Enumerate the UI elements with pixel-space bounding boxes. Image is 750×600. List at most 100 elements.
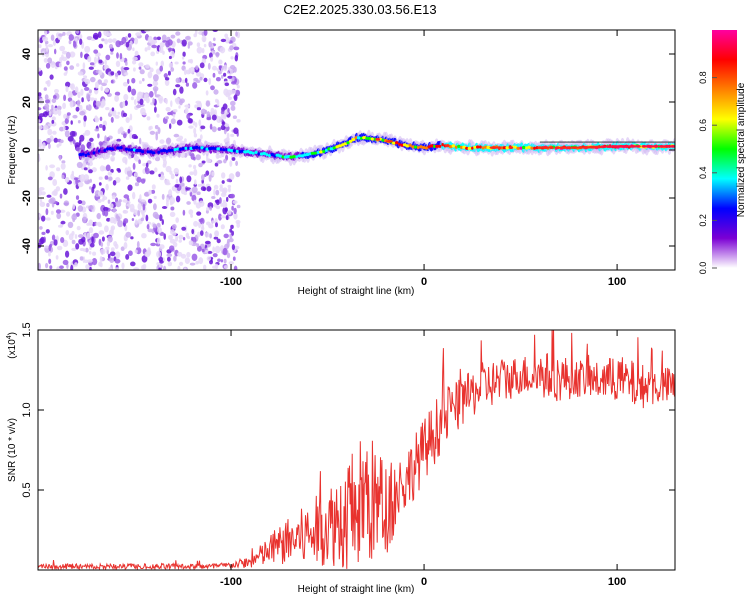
spectrogram-noise-point [116,138,122,142]
spectrogram-noise-point [53,239,58,246]
spectrogram-noise-point [210,107,215,115]
spectrogram-noise-point [206,186,212,192]
spectrogram-noise-point [127,169,133,177]
spectrogram-noise-point [151,39,158,44]
spectrogram-noise-point [157,127,161,135]
spectrogram-noise-point [166,200,169,208]
spectrogram-noise-point [88,89,92,94]
spectrogram-ridge-core [522,145,526,150]
spectrogram-noise-point [46,202,50,208]
spectrogram-noise-point [127,78,130,85]
spectrogram-noise-point [209,123,213,130]
spectrogram-noise-point [223,88,229,96]
spectrogram-noise-point [207,250,213,254]
snr-x-tick-label: 100 [608,576,626,588]
spectrogram-noise-point [223,128,227,135]
spectrogram-ridge-core [516,146,521,150]
spectrogram-noise-point [81,200,86,206]
spectrogram-noise-point [106,248,109,255]
spectrogram-noise-point [156,250,162,258]
spectrogram-noise-point [69,65,75,70]
spectrogram-noise-point [229,67,234,75]
spectrogram-noise-point [67,221,74,229]
spectrogram-noise-point [211,114,217,121]
spectrogram-ridge-peak [537,146,543,150]
spectrogram-ridge-core [222,148,226,152]
spectrogram-noise-point [169,123,172,130]
spectrogram-noise-point [66,60,70,66]
spectrogram-noise-point [148,189,152,196]
spectrogram-noise-point [90,76,96,83]
spectrogram-noise-point [89,266,92,270]
spectrogram-noise-point [236,204,241,209]
spectrogram-noise-point [121,36,127,45]
spectrogram-noise-point [134,182,140,187]
spectrogram-noise-point [80,88,84,96]
spectrogram-noise-point [144,251,151,258]
spectrogram-noise-point [196,243,200,248]
spectrogram-noise-point [193,127,197,135]
spectrogram-noise-point [215,205,221,210]
spectrogram-noise-point [216,154,223,158]
spectrogram-noise-point [169,170,173,175]
spectrogram-noise-point [173,255,177,262]
spectrogram-noise-point [130,261,136,267]
spectrogram-noise-point [198,257,204,265]
spectrogram-noise-point [110,168,114,173]
spectrogram-ridge-core [157,150,161,154]
spectrogram-ridge-core [305,152,310,157]
spectrogram-noise-point [159,260,164,264]
spectrogram-noise-point [119,52,123,60]
spectrogram-noise-point [118,127,124,134]
spectrogram-ridge-core [476,145,480,149]
spectrogram-noise-point [114,72,119,77]
spectrogram-noise-point [179,182,185,187]
spectrogram-noise-point [47,123,54,127]
spectrogram-noise-point [172,88,177,96]
spectrogram-noise-point [212,253,218,258]
spectrogram-noise-point [94,128,100,132]
spectrogram-y-tick-label: 20 [21,96,33,108]
spectrogram-x-ticks: -100 0 100 [220,30,626,288]
spectrogram-noise-point [45,217,51,221]
spectrogram-noise-point [93,49,99,54]
spectrogram-noise-point [220,259,224,263]
spectrogram-noise-point [197,183,202,187]
spectrogram-noise-point [135,32,142,37]
spectrogram-ridge-core [368,136,372,141]
spectrogram-noise-point [42,125,49,130]
spectrogram-noise-point [65,51,71,59]
spectrogram-noise-point [231,205,234,211]
spectrogram-noise-point [186,175,192,183]
spectrogram-noise-point [220,110,225,115]
spectrogram-noise-point [181,226,187,231]
spectrogram-noise-point [167,70,171,76]
spectrogram-noise-point [62,102,66,110]
spectrogram-ridge-core [216,147,221,151]
spectrogram-noise-point [127,85,132,93]
spectrogram-noise-point [67,92,73,98]
spectrogram-noise-point [131,218,135,221]
spectrogram-noise-point [98,176,103,180]
spectrogram-x-tick-label: -100 [220,276,242,288]
spectrogram-noise-point [199,62,205,69]
spectrogram-ridge-core [303,153,307,157]
spectrogram-noise-point [125,254,130,260]
spectrogram-noise-point [79,256,84,261]
spectrogram-noise-point [110,225,116,231]
spectrogram-noise-point [133,99,137,106]
spectrogram-noise-point [194,30,198,35]
spectrogram-noise-point [74,262,78,267]
spectrogram-ridge-peak [577,146,584,149]
spectrogram-noise-point [214,162,219,167]
spectrogram-noise-point [71,213,77,221]
spectrogram-noise-point [89,62,95,66]
spectrogram-noise-point [216,160,223,164]
spectrogram-noise-point [152,223,157,228]
spectrogram-noise-point [43,87,47,91]
spectrogram-noise-point [64,176,70,183]
spectrogram-ridge-core [138,149,142,153]
spectrogram-noise-point [93,232,99,239]
snr-frame [37,329,676,571]
